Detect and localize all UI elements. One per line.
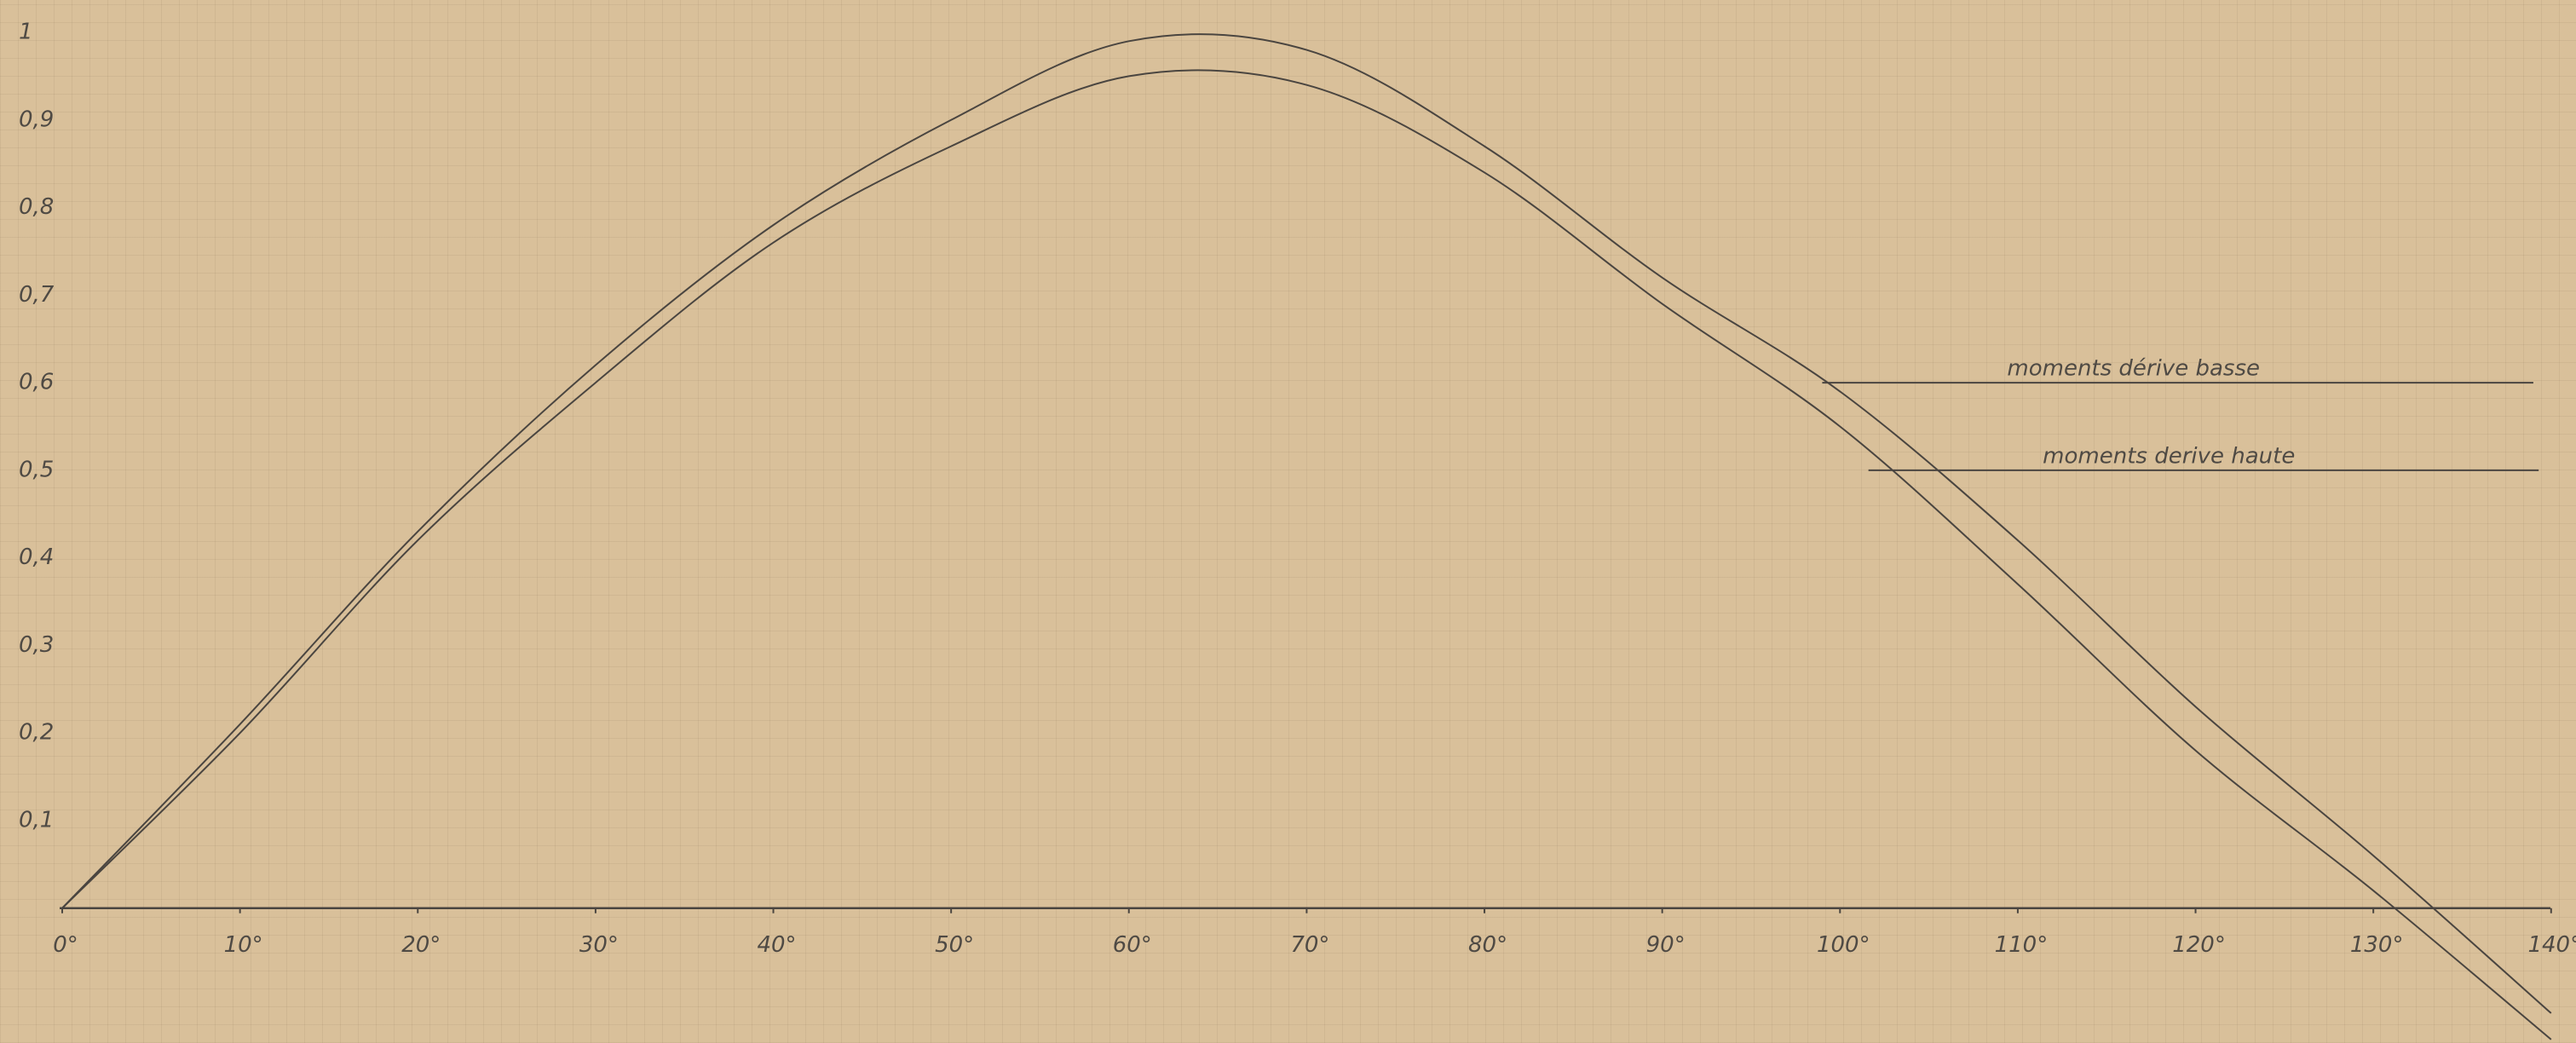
x-tick-label: 110° bbox=[1995, 932, 2049, 958]
x-tick-label: 100° bbox=[1817, 932, 1870, 958]
x-tick-label: 50° bbox=[935, 932, 974, 958]
x-tick-label: 10° bbox=[224, 932, 263, 958]
y-tick-label: 0,5 bbox=[19, 457, 54, 482]
y-tick-label: 0,2 bbox=[19, 720, 54, 746]
x-tick-label: 20° bbox=[401, 932, 441, 958]
y-tick-label: 0,1 bbox=[19, 807, 54, 833]
x-tick-label: 90° bbox=[1646, 932, 1686, 958]
y-tick-label: 0,7 bbox=[19, 282, 55, 308]
x-tick-label: 0° bbox=[53, 932, 78, 958]
y-tick-label: 0,8 bbox=[19, 194, 54, 220]
chart: 0° 10° 20° 30° 40° 50° 60° 70° 80° 90° 100° 110° 120… bbox=[0, 0, 2576, 1043]
x-tick-label: 70° bbox=[1290, 932, 1329, 958]
x-tick-label: 40° bbox=[757, 932, 796, 958]
y-tick-label: 1 bbox=[19, 20, 33, 45]
annotation-text: moments dérive basse bbox=[2007, 356, 2260, 382]
annotation-text: moments derive haute bbox=[2043, 443, 2295, 469]
page: 0° 10° 20° 30° 40° 50° 60° 70° 80° 90° 100° 110° 120… bbox=[0, 0, 2576, 1043]
x-tick-label: 120° bbox=[2172, 932, 2226, 958]
y-tick-label: 0,9 bbox=[19, 107, 54, 132]
x-tick-label: 130° bbox=[2350, 932, 2404, 958]
y-tick-label: 0,4 bbox=[19, 545, 54, 570]
y-tick-label: 0,6 bbox=[19, 370, 54, 395]
series-line bbox=[62, 70, 2551, 1039]
x-tick-label: 140° bbox=[2527, 932, 2576, 958]
x-tick-label: 60° bbox=[1113, 932, 1152, 958]
y-tick-label: 0,3 bbox=[19, 632, 54, 658]
x-tick-label: 30° bbox=[579, 932, 619, 958]
x-tick-label: 80° bbox=[1468, 932, 1507, 958]
